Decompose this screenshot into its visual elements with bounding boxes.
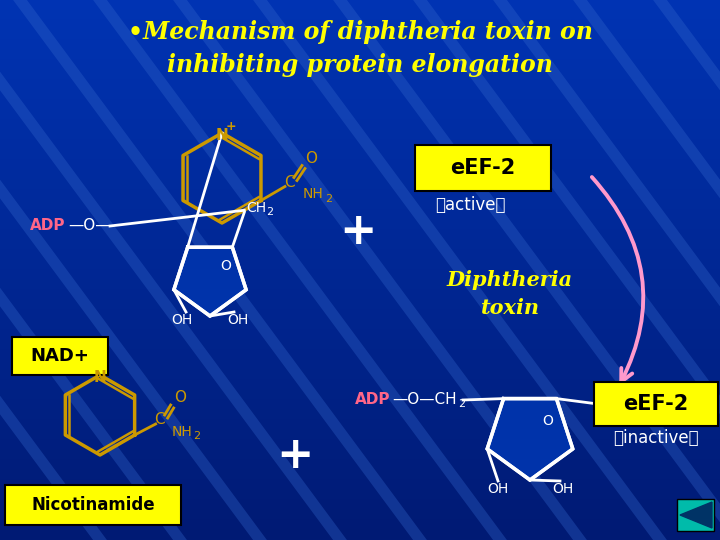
Bar	[0, 430, 720, 440]
Text: •Mechanism of diphtheria toxin on: •Mechanism of diphtheria toxin on	[127, 20, 593, 44]
Bar	[0, 50, 720, 60]
Text: OH: OH	[228, 313, 248, 327]
FancyBboxPatch shape	[12, 337, 108, 375]
Text: Diphtheria: Diphtheria	[447, 270, 573, 290]
Text: 2: 2	[325, 193, 332, 204]
Text: （inactive）: （inactive）	[613, 429, 699, 447]
Text: ADP: ADP	[30, 219, 66, 233]
Bar	[0, 280, 720, 290]
Bar	[0, 420, 720, 430]
Bar	[0, 120, 720, 130]
Bar	[0, 0, 720, 10]
Text: 2: 2	[266, 207, 274, 217]
Text: OH: OH	[552, 482, 574, 496]
Text: O: O	[305, 151, 317, 166]
Text: 2: 2	[193, 431, 199, 441]
Bar	[0, 140, 720, 150]
Bar	[0, 530, 720, 540]
Bar	[0, 40, 720, 50]
Text: +: +	[276, 435, 314, 477]
Text: eEF-2: eEF-2	[451, 158, 516, 178]
Text: C: C	[284, 175, 294, 190]
Bar	[0, 180, 720, 190]
Text: O: O	[543, 414, 554, 428]
Bar	[0, 150, 720, 160]
Text: 2: 2	[458, 399, 465, 409]
Bar	[0, 520, 720, 530]
Text: CH: CH	[246, 201, 266, 215]
Text: +: +	[339, 211, 377, 253]
Bar	[0, 340, 720, 350]
Bar	[0, 250, 720, 260]
Bar	[0, 480, 720, 490]
Bar	[0, 440, 720, 450]
Bar	[0, 290, 720, 300]
Text: +: +	[225, 119, 236, 132]
Bar	[0, 330, 720, 340]
Bar	[0, 460, 720, 470]
Bar	[0, 270, 720, 280]
Text: （active）: （active）	[435, 196, 505, 214]
Text: Nicotinamide: Nicotinamide	[31, 496, 155, 514]
Bar	[0, 300, 720, 310]
Bar	[0, 220, 720, 230]
Text: NAD+: NAD+	[30, 347, 89, 365]
Text: eEF-2: eEF-2	[624, 394, 688, 414]
Bar	[0, 230, 720, 240]
Polygon shape	[487, 399, 573, 480]
Bar	[0, 240, 720, 250]
Bar	[0, 90, 720, 100]
Bar	[0, 510, 720, 520]
Text: OH: OH	[487, 482, 508, 496]
Bar	[0, 80, 720, 90]
Text: NH: NH	[171, 425, 192, 439]
FancyArrowPatch shape	[592, 177, 643, 382]
Bar	[0, 310, 720, 320]
Text: O: O	[220, 259, 231, 273]
Text: N: N	[94, 369, 107, 384]
Text: NH: NH	[303, 187, 324, 201]
Bar	[0, 320, 720, 330]
Bar	[0, 490, 720, 500]
Bar	[0, 110, 720, 120]
Bar	[0, 170, 720, 180]
Bar	[0, 190, 720, 200]
Polygon shape	[174, 247, 246, 316]
Bar	[0, 350, 720, 360]
Text: OH: OH	[171, 313, 193, 327]
Polygon shape	[680, 502, 712, 528]
FancyBboxPatch shape	[594, 382, 718, 426]
Bar	[0, 470, 720, 480]
Bar	[0, 450, 720, 460]
Bar	[0, 70, 720, 80]
Text: C: C	[154, 413, 165, 428]
FancyBboxPatch shape	[5, 485, 181, 525]
Bar	[0, 390, 720, 400]
Bar	[0, 400, 720, 410]
Bar	[0, 370, 720, 380]
Bar	[0, 160, 720, 170]
Bar	[0, 410, 720, 420]
Text: ADP: ADP	[355, 393, 390, 408]
Bar	[0, 60, 720, 70]
Bar	[0, 10, 720, 20]
Bar	[0, 260, 720, 270]
Bar	[0, 130, 720, 140]
Text: toxin: toxin	[480, 298, 539, 318]
Text: —O—CH: —O—CH	[392, 393, 456, 408]
Bar	[0, 380, 720, 390]
Text: O: O	[174, 390, 186, 406]
Bar	[0, 30, 720, 40]
Bar	[0, 20, 720, 30]
Bar	[0, 500, 720, 510]
FancyBboxPatch shape	[677, 499, 714, 531]
Text: —O—: —O—	[68, 219, 110, 233]
Bar	[0, 360, 720, 370]
Text: N: N	[215, 127, 228, 143]
FancyBboxPatch shape	[415, 145, 551, 191]
Text: inhibiting protein elongation: inhibiting protein elongation	[167, 53, 553, 77]
Bar	[0, 100, 720, 110]
Bar	[0, 200, 720, 210]
Bar	[0, 210, 720, 220]
